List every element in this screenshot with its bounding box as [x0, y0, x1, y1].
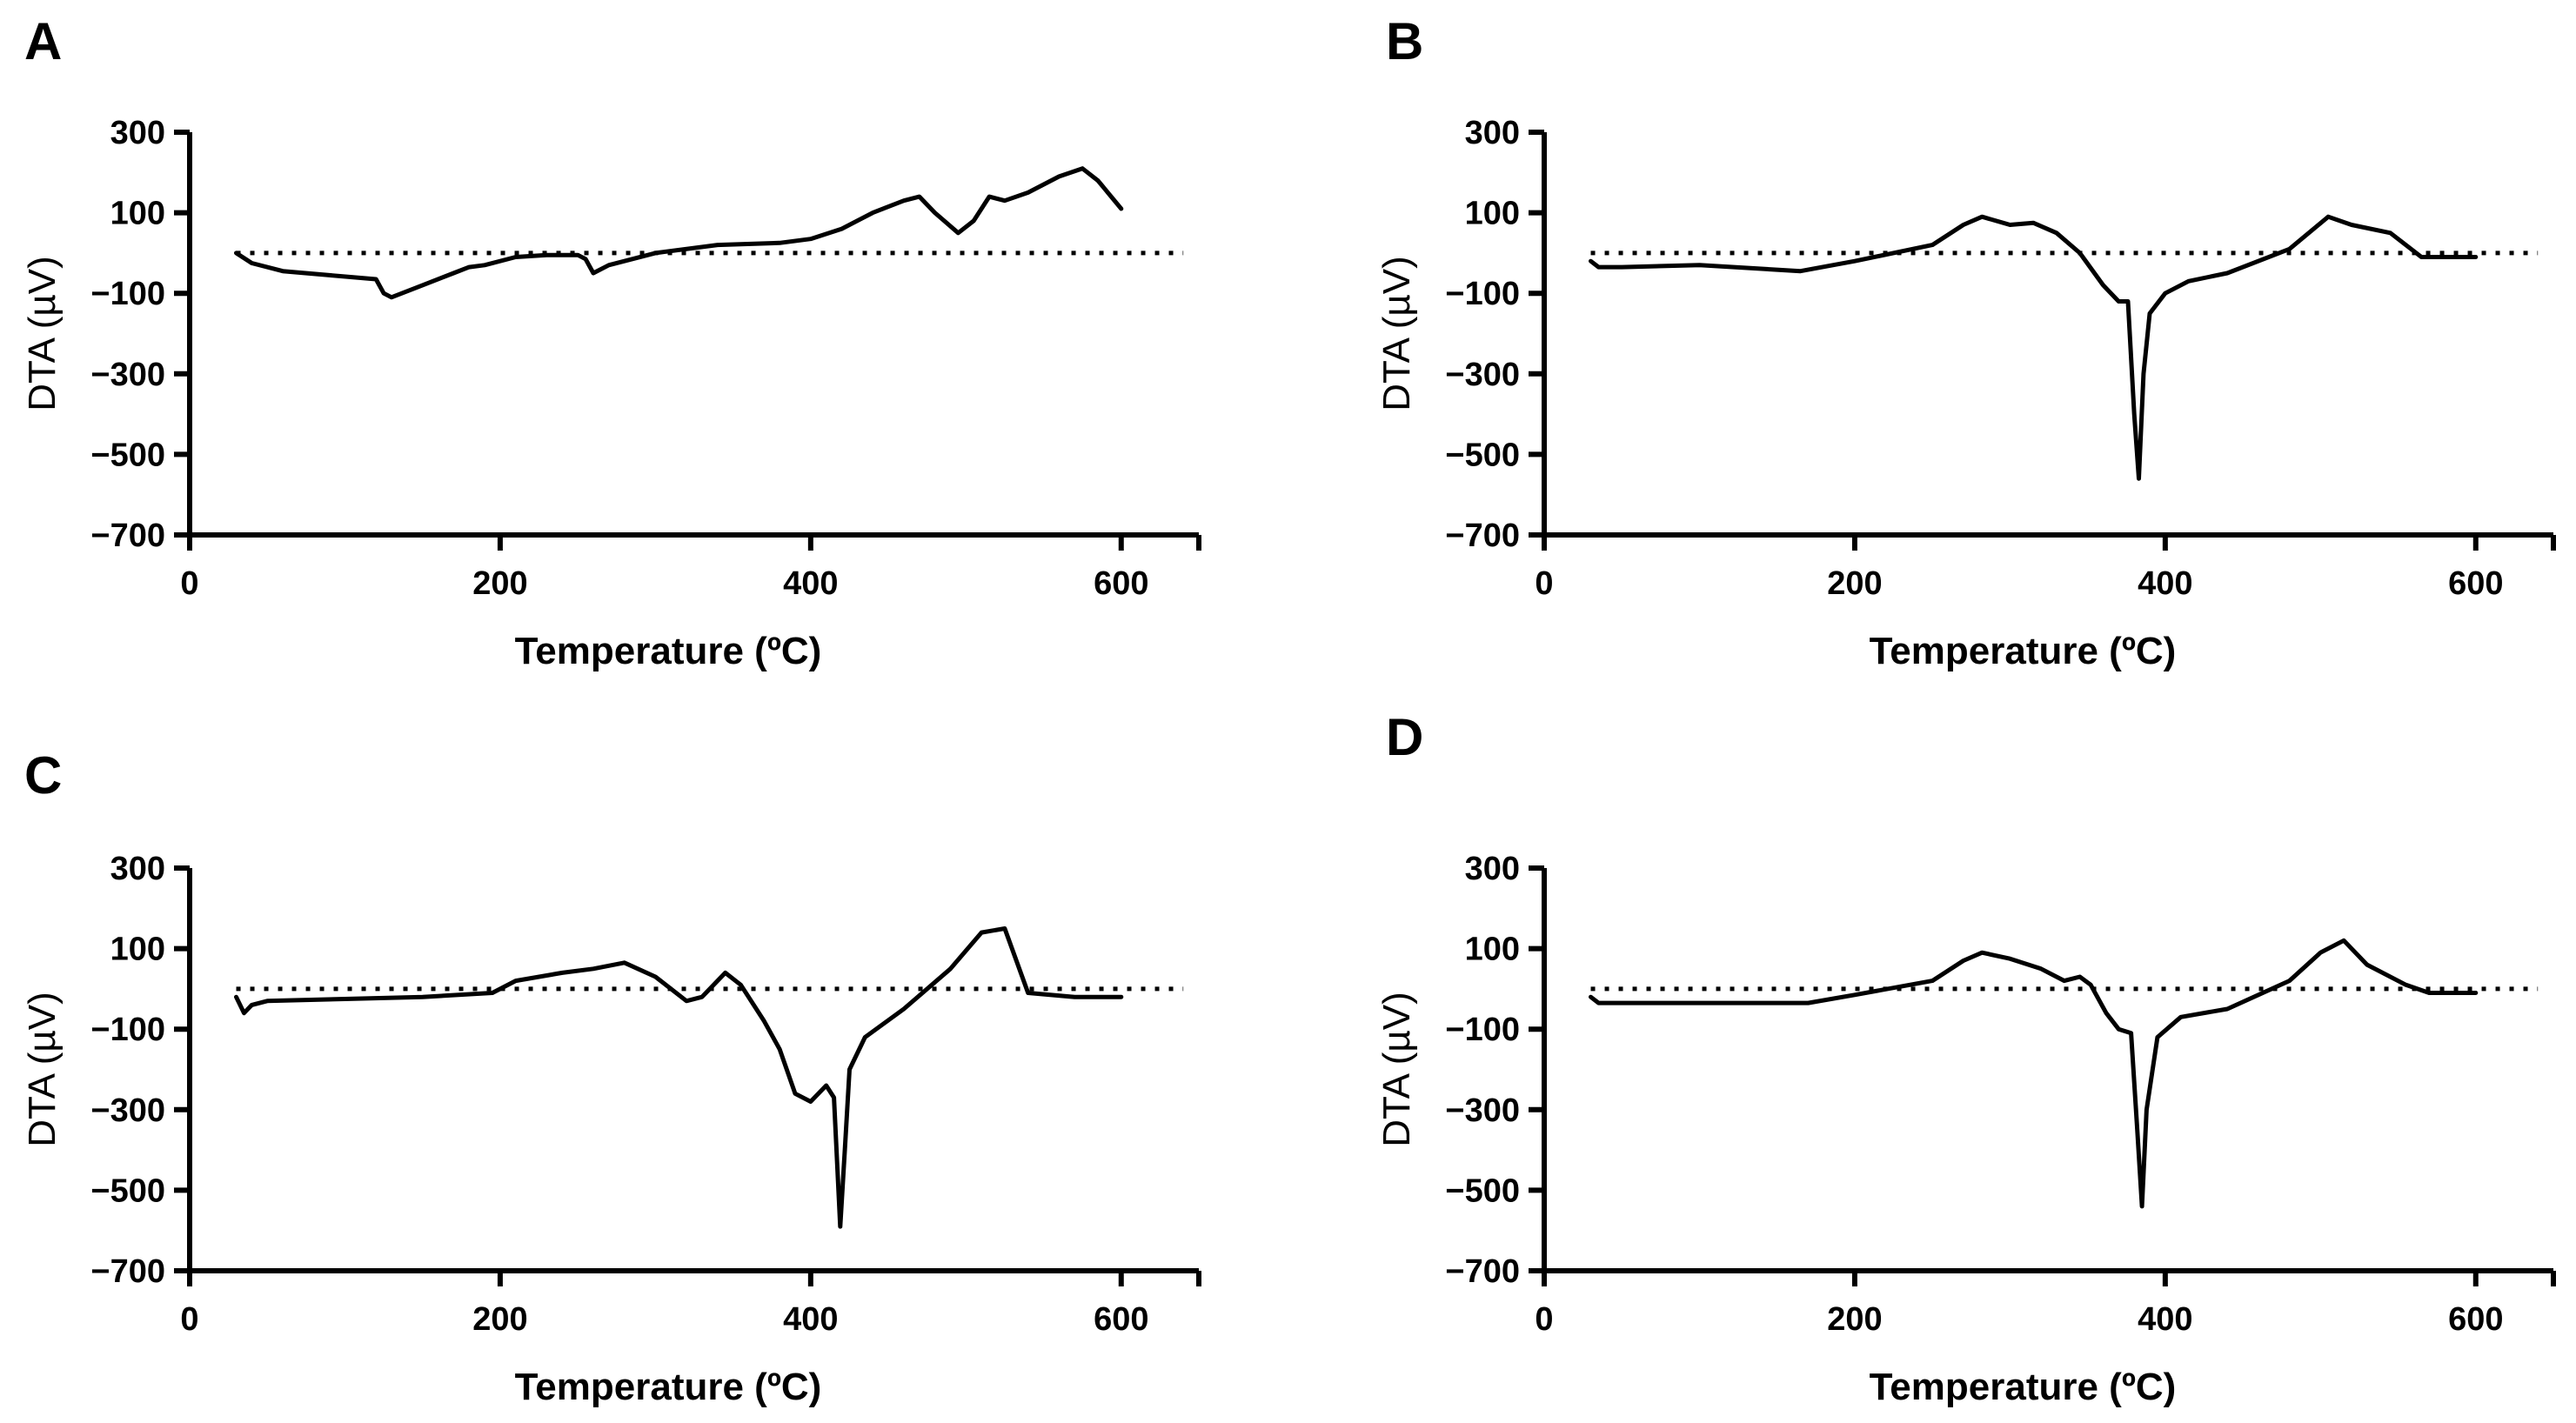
panel-d: D 300 100 −100 −300 −500 −700 0 200 400 600 Tempera… [1375, 708, 2556, 1408]
x-tick-label: 600 [1094, 1301, 1148, 1338]
x-tick-label: 400 [783, 1301, 838, 1338]
y-tick-label: 300 [110, 851, 165, 887]
y-tick-label: 100 [110, 932, 165, 968]
x-tick-label: 400 [2138, 565, 2192, 602]
y-tick-label: −500 [1445, 1172, 1520, 1209]
x-tick-label: 0 [180, 1301, 198, 1338]
x-tick-label: 600 [2448, 1301, 2503, 1338]
x-tick-label: 400 [783, 565, 838, 602]
dta-curve-c [234, 926, 1124, 1229]
panel-label: C [24, 746, 62, 805]
x-tick-label: 0 [1535, 1301, 1553, 1338]
panel-c: C 300 100 −100 −300 −500 −700 0 200 400 600 Tempera… [21, 746, 1201, 1408]
y-tick-label: −300 [1445, 1092, 1520, 1129]
x-tick-label: 600 [2448, 565, 2503, 602]
y-tick-label: 300 [110, 115, 165, 151]
x-tick-label: 600 [1094, 565, 1148, 602]
y-tick-label: −700 [90, 1253, 165, 1290]
dta-curve-b [1589, 214, 2479, 481]
y-tick-label: −100 [1445, 276, 1520, 312]
y-tick-label: −700 [1445, 518, 1520, 554]
y-axis-title: DTA (µV) [21, 256, 64, 411]
y-tick-label: 100 [110, 196, 165, 232]
y-tick-label: −500 [1445, 437, 1520, 473]
y-tick-label: −300 [90, 357, 165, 393]
x-tick-label: 400 [2138, 1301, 2192, 1338]
x-axis-title: Temperature (ºC) [515, 1366, 822, 1408]
y-tick-label: 300 [1465, 851, 1520, 887]
y-tick-label: −700 [1445, 1253, 1520, 1290]
x-tick-label: 200 [472, 1301, 527, 1338]
panel-a: A 300 100 −100 −300 −500 −700 0 200 400 600 Tempera… [21, 12, 1201, 672]
x-tick-label: 0 [1535, 565, 1553, 602]
x-axis-title: Temperature (ºC) [1870, 1366, 2177, 1408]
y-tick-label: 100 [1465, 932, 1520, 968]
panel-label: A [24, 12, 62, 70]
y-tick-label: −500 [90, 437, 165, 473]
y-axis-title: DTA (µV) [1375, 256, 1418, 411]
dta-curve-a [234, 166, 1124, 300]
x-tick-label: 0 [180, 565, 198, 602]
panel-label: D [1386, 708, 1423, 766]
y-tick-label: −100 [90, 276, 165, 312]
y-tick-label: −700 [90, 518, 165, 554]
x-tick-label: 200 [1827, 1301, 1882, 1338]
x-axis-title: Temperature (ºC) [1870, 630, 2177, 672]
panel-label: B [1386, 12, 1423, 70]
y-tick-label: −300 [1445, 357, 1520, 393]
y-tick-label: 300 [1465, 115, 1520, 151]
x-axis-title: Temperature (ºC) [515, 630, 822, 672]
y-tick-label: −300 [90, 1092, 165, 1129]
y-tick-label: 100 [1465, 196, 1520, 232]
y-tick-label: −100 [1445, 1012, 1520, 1048]
x-tick-label: 200 [472, 565, 527, 602]
y-axis-title: DTA (µV) [21, 992, 64, 1147]
x-tick-label: 200 [1827, 565, 1882, 602]
y-tick-label: −500 [90, 1172, 165, 1209]
y-axis-title: DTA (µV) [1375, 992, 1418, 1147]
panel-b: B 300 100 −100 −300 −500 −700 0 200 400 600 Tempera… [1375, 12, 2556, 672]
y-tick-label: −100 [90, 1012, 165, 1048]
dta-curve-d [1589, 938, 2479, 1209]
